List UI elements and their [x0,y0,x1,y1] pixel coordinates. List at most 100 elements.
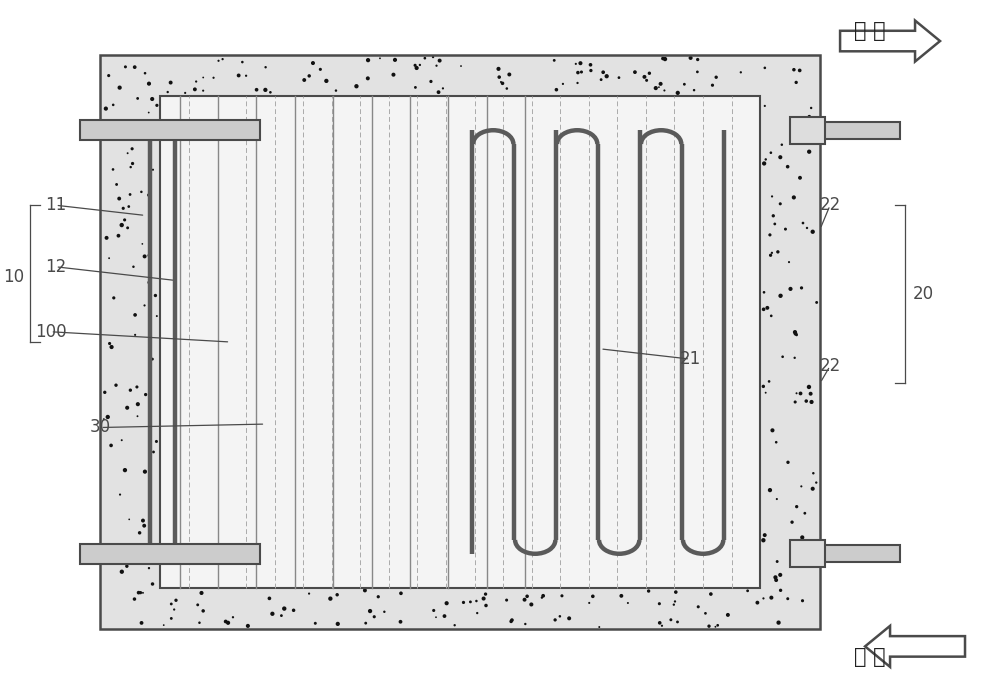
Point [238,70,254,81]
Point [249,84,265,95]
Bar [760,96,820,588]
Point [123,161,139,172]
Point [141,250,157,261]
Point [517,594,533,605]
Point [763,147,779,158]
Point [797,508,813,518]
Point [121,557,137,568]
Point [763,311,779,321]
Point [145,164,161,175]
FancyArrow shape [840,21,940,62]
Point [96,414,112,425]
Point [799,222,815,233]
Point [676,79,692,90]
Point [121,514,137,525]
Point [357,585,373,596]
Point [801,111,817,122]
Point [773,290,789,301]
Point [599,70,615,81]
Point [720,609,736,620]
Point [775,352,791,363]
Point [733,67,749,78]
Point [122,384,138,395]
Point [439,598,455,609]
Point [755,593,771,604]
Point [141,563,157,574]
Point [348,81,364,92]
Point [328,85,344,96]
Point [130,399,146,410]
Point [787,352,803,363]
Point [780,161,796,172]
Point [128,539,144,550]
Point [455,597,471,608]
Point [131,587,147,598]
Point [168,595,184,606]
Point [620,598,636,609]
Point [101,252,117,263]
Point [130,557,146,568]
Point [163,598,179,609]
Point [552,611,568,622]
Point [387,55,403,66]
Point [301,588,317,599]
Point [318,75,334,86]
Point [195,86,211,96]
Point [177,88,193,98]
Point [789,388,805,399]
Point [130,93,146,104]
Point [803,389,819,399]
Point [144,354,160,365]
Point [761,376,777,387]
Point [668,587,684,598]
Point [794,282,810,293]
Point [273,610,289,621]
Point [756,304,772,315]
Point [652,618,668,629]
Point [144,94,160,105]
Bar [100,96,160,588]
Point [773,290,789,301]
Point [570,77,586,88]
Point [585,591,601,602]
Point [104,341,120,352]
Point [764,248,780,259]
Point [774,140,790,150]
Point [103,440,119,451]
Point [809,297,825,308]
Point [99,233,115,244]
Text: 进 水: 进 水 [854,646,886,667]
Point [425,51,441,62]
Point [468,596,484,607]
Point [206,73,222,83]
Point [109,179,125,190]
Point [240,620,256,631]
Point [740,586,756,596]
Point [137,68,153,79]
Point [160,87,176,98]
Point [145,579,161,590]
Point [792,65,808,76]
Point [546,55,562,66]
Point [322,593,338,604]
Point [757,62,773,73]
Point [195,605,211,616]
Point [191,617,207,628]
Point [765,210,781,221]
Point [793,388,809,399]
Point [218,616,234,627]
Text: 21: 21 [680,350,701,368]
Point [112,82,128,93]
Point [393,616,409,627]
Point [805,226,821,237]
Point [119,402,135,413]
Point [803,103,819,114]
Point [773,585,789,596]
Point [329,590,345,601]
Point [581,597,597,608]
Bar [820,122,900,139]
Point [141,78,157,89]
Point [114,435,130,446]
Point [593,74,609,85]
Point [755,381,771,392]
